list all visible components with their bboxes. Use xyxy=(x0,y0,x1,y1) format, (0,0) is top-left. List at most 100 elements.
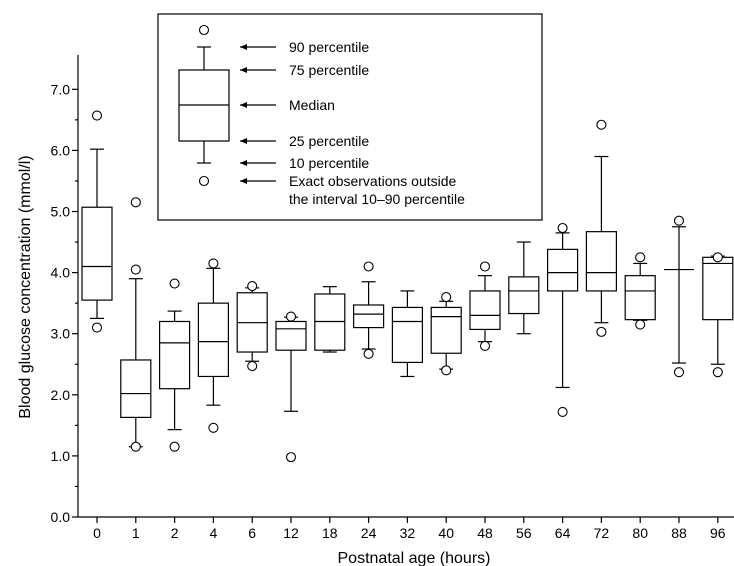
outlier-point xyxy=(130,197,141,208)
legend-arrow-head xyxy=(240,67,247,73)
iqr-box xyxy=(430,306,462,354)
box-group xyxy=(275,311,307,463)
outlier-point xyxy=(712,252,723,263)
outlier-point xyxy=(247,361,258,372)
iqr-box xyxy=(508,276,540,315)
outlier-point xyxy=(363,261,374,272)
outlier-point xyxy=(635,319,646,330)
box-group xyxy=(664,215,694,378)
x-tick-label: 32 xyxy=(400,525,416,541)
outlier-point xyxy=(130,441,141,452)
y-tick-label: 1.0 xyxy=(51,448,71,464)
box-group xyxy=(120,197,152,452)
box-group xyxy=(430,291,462,376)
outlier-point xyxy=(596,119,607,130)
x-tick-label: 48 xyxy=(477,525,493,541)
outlier-point xyxy=(712,367,723,378)
outlier-point xyxy=(673,367,685,378)
legend-entry-median: Median xyxy=(240,97,335,113)
box-group xyxy=(353,261,385,359)
x-tick-label: 96 xyxy=(710,525,726,541)
box-group xyxy=(585,119,618,337)
iqr-box xyxy=(702,256,734,321)
x-tick-label: 80 xyxy=(632,525,648,541)
outlier-point xyxy=(441,365,452,376)
x-tick-label: 72 xyxy=(594,525,610,541)
box-group xyxy=(159,278,191,452)
outlier-point xyxy=(130,264,141,275)
legend-entry-p10: 10 percentile xyxy=(240,155,369,171)
outlier-point xyxy=(91,110,103,121)
x-tick-label: 56 xyxy=(516,525,532,541)
box-group xyxy=(197,258,229,433)
y-tick-label: 4.0 xyxy=(51,265,71,281)
iqr-box xyxy=(624,275,656,321)
iqr-box xyxy=(197,302,229,378)
iqr-box xyxy=(120,359,152,419)
outlier-point xyxy=(479,340,491,351)
legend-label: Exact observations outside xyxy=(289,173,457,189)
iqr-box xyxy=(585,231,618,292)
outlier-point xyxy=(91,322,103,333)
x-tick-label: 18 xyxy=(322,525,338,541)
outlier-point xyxy=(169,441,180,452)
legend-arrow-head xyxy=(240,138,247,144)
box-group xyxy=(624,252,656,330)
iqr-box xyxy=(275,320,307,351)
x-tick-label: 24 xyxy=(361,525,377,541)
outlier-point xyxy=(285,452,297,463)
outlier-point xyxy=(208,258,219,269)
legend: 90 percentile 75 percentile Median 25 perce… xyxy=(157,13,543,221)
y-axis-label: Blood glucose concentration (mmol/l) xyxy=(17,155,34,418)
outlier-point xyxy=(363,348,374,359)
legend-arrow-head xyxy=(240,102,247,108)
legend-entry-p25: 25 percentile xyxy=(240,133,369,149)
x-tick-label: 4 xyxy=(210,525,218,541)
legend-label: Median xyxy=(289,97,335,113)
outlier-point xyxy=(208,422,219,433)
y-tick-label: 0.0 xyxy=(51,509,71,525)
box-group xyxy=(391,290,423,378)
outlier-point xyxy=(557,406,568,417)
iqr-box xyxy=(469,290,501,331)
y-tick-label: 3.0 xyxy=(51,326,71,342)
outlier-point xyxy=(596,326,607,337)
x-tick-label: 1 xyxy=(132,525,140,541)
box-group xyxy=(81,110,113,333)
y-tick-label: 7.0 xyxy=(51,81,71,97)
iqr-box xyxy=(353,304,385,329)
iqr-box xyxy=(81,206,113,301)
x-tick-label: 64 xyxy=(555,525,571,541)
y-tick-label: 2.0 xyxy=(51,387,71,403)
legend-outlier-top xyxy=(198,24,210,36)
outlier-point xyxy=(557,222,568,234)
x-tick-label: 88 xyxy=(671,525,687,541)
iqr-box xyxy=(159,320,191,390)
legend-outlier-bottom xyxy=(198,175,210,187)
legend-label-line2: the interval 10–90 percentile xyxy=(289,191,465,207)
x-tick-label: 6 xyxy=(248,525,256,541)
box-group xyxy=(469,261,501,351)
y-tick-label: 6.0 xyxy=(51,142,71,158)
legend-entry-outliers: Exact observations outside the interval 1… xyxy=(240,173,465,207)
legend-label: 90 percentile xyxy=(289,39,369,55)
x-tick-label: 0 xyxy=(93,525,101,541)
iqr-box xyxy=(391,306,423,364)
box-group xyxy=(508,241,540,335)
legend-label: 10 percentile xyxy=(289,155,369,171)
outlier-point xyxy=(673,215,685,226)
legend-arrow-head xyxy=(240,44,247,50)
x-tick-label: 40 xyxy=(438,525,454,541)
legend-arrow-head xyxy=(240,178,247,184)
outlier-point xyxy=(285,311,297,322)
legend-arrow-head xyxy=(240,160,247,166)
outlier-point xyxy=(479,261,491,272)
outlier-point xyxy=(247,280,258,292)
legend-label: 75 percentile xyxy=(289,62,369,78)
plot-area: 0.01.02.03.04.05.06.07.00 1 2 4 6 12 18 24 32 40 4… xyxy=(51,55,734,541)
x-tick-label: 12 xyxy=(283,525,299,541)
legend-label: 25 percentile xyxy=(289,133,369,149)
legend-entry-p90: 90 percentile xyxy=(240,39,369,55)
outlier-point xyxy=(169,278,180,289)
